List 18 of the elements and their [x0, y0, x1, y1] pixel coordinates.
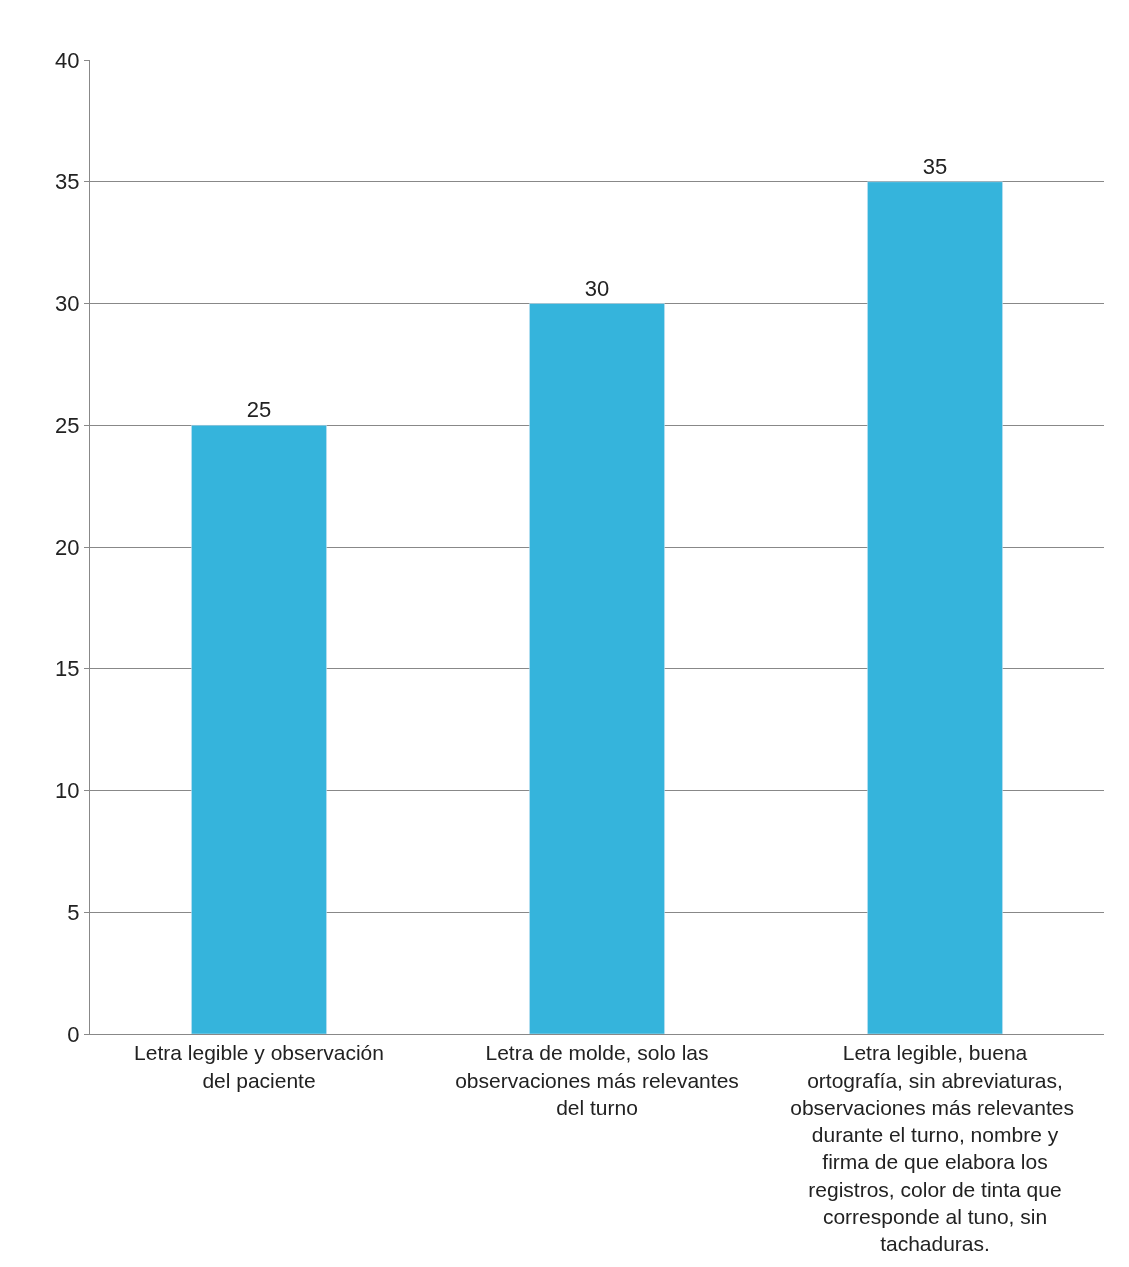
- y-tick-label: 5: [67, 899, 80, 925]
- data-label: 35: [922, 153, 948, 179]
- bar: [529, 303, 665, 1034]
- data-label: 25: [246, 397, 272, 423]
- y-tick-label: 20: [55, 534, 80, 560]
- y-tick-label: 10: [55, 778, 80, 804]
- y-tick-label: 30: [55, 291, 80, 317]
- x-tick-label: Letra de molde, solo las observaciones más relevantes del turno: [455, 1041, 739, 1119]
- y-tick-label: 40: [55, 47, 80, 73]
- y-tick-label: 0: [67, 1021, 80, 1047]
- bar: [867, 181, 1003, 1034]
- y-tick-label: 15: [55, 656, 80, 682]
- bar: [191, 425, 327, 1034]
- x-tick-label: Letra legible y observación del paciente: [134, 1041, 384, 1092]
- y-tick-label: 25: [55, 412, 80, 438]
- y-tick-label: 35: [55, 169, 80, 195]
- data-label: 30: [584, 275, 610, 301]
- x-tick-label: Letra legible, buena ortografía, sin abreviaturas, observaciones más relevantes durante el turno, nombre y firma de que elabora los registros, color de tinta que corresponde al tuno, sin tachaduras.: [790, 1041, 1080, 1256]
